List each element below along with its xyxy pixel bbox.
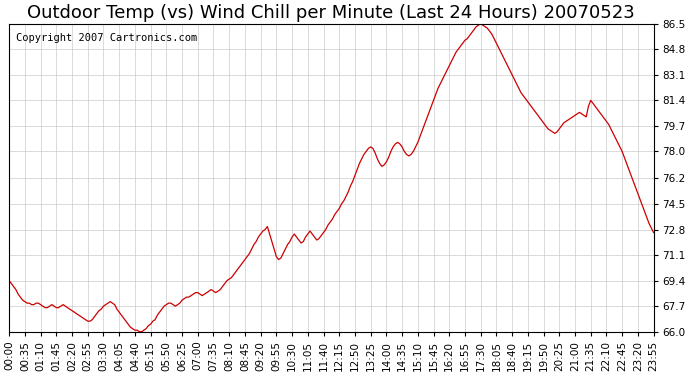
Title: Outdoor Temp (vs) Wind Chill per Minute (Last 24 Hours) 20070523: Outdoor Temp (vs) Wind Chill per Minute …	[28, 4, 635, 22]
Text: Copyright 2007 Cartronics.com: Copyright 2007 Cartronics.com	[16, 33, 197, 43]
